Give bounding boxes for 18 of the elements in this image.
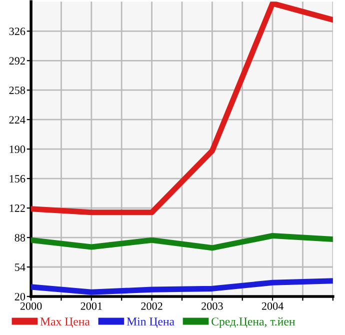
y-tick-label: 88 [14,234,26,242]
y-tick-label: 122 [10,204,25,212]
y-tick-label: 258 [9,86,26,94]
legend-label: Сред.Цена, т.йен [212,317,295,328]
y-tick-label: 292 [9,57,25,65]
x-tick-label: 2000 [20,302,42,310]
y-tick-label: 224 [9,116,26,124]
y-tick-label: 156 [10,175,26,183]
y-tick-label: 326 [9,28,26,36]
x-tick-label: 2004 [262,302,284,310]
legend-label: Max Цена [40,318,90,328]
y-tick-label: 20 [14,292,26,300]
legend-label: Min Цена [126,318,174,328]
y-tick-label: 54 [15,264,26,271]
x-tick-label: 2003 [202,302,223,310]
x-tick-label: 2002 [141,302,162,310]
y-tick-label: 190 [10,146,26,154]
x-tick-label: 2001 [80,302,102,310]
